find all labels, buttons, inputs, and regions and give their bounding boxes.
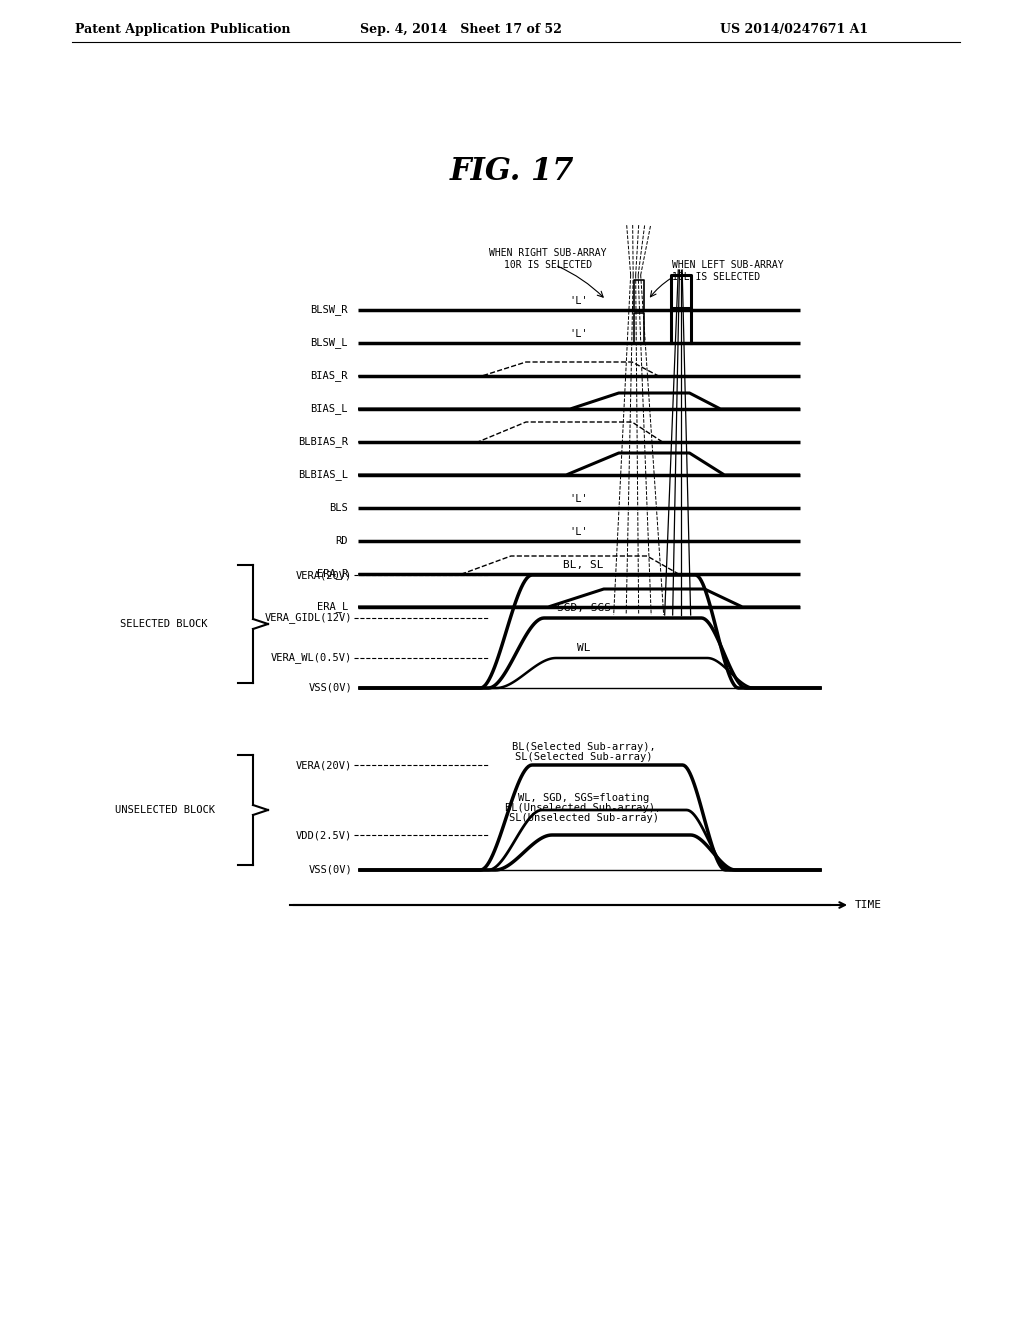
Text: BL(Selected Sub-array),: BL(Selected Sub-array), bbox=[512, 742, 655, 752]
Text: FIG. 17: FIG. 17 bbox=[450, 157, 574, 187]
Text: WHEN LEFT SUB-ARRAY: WHEN LEFT SUB-ARRAY bbox=[672, 260, 783, 271]
Text: Sep. 4, 2014   Sheet 17 of 52: Sep. 4, 2014 Sheet 17 of 52 bbox=[360, 22, 562, 36]
Text: BLS: BLS bbox=[330, 503, 348, 513]
Text: ERA_R: ERA_R bbox=[316, 569, 348, 579]
Text: US 2014/0247671 A1: US 2014/0247671 A1 bbox=[720, 22, 868, 36]
Text: BLBIAS_L: BLBIAS_L bbox=[298, 470, 348, 480]
Text: BIAS_L: BIAS_L bbox=[310, 404, 348, 414]
Text: VERA_WL(0.5V): VERA_WL(0.5V) bbox=[270, 652, 352, 664]
Text: Patent Application Publication: Patent Application Publication bbox=[75, 22, 291, 36]
Text: BL, SL: BL, SL bbox=[563, 560, 604, 570]
Text: WHEN RIGHT SUB-ARRAY: WHEN RIGHT SUB-ARRAY bbox=[489, 248, 607, 257]
Text: SGD, SGS: SGD, SGS bbox=[557, 603, 610, 612]
Text: UNSELECTED BLOCK: UNSELECTED BLOCK bbox=[115, 805, 215, 814]
Text: SL(Unselected Sub-array): SL(Unselected Sub-array) bbox=[509, 813, 658, 822]
Text: RD: RD bbox=[336, 536, 348, 546]
Text: SL(Selected Sub-array): SL(Selected Sub-array) bbox=[515, 752, 652, 762]
Text: 'L': 'L' bbox=[569, 527, 589, 537]
Text: 'L': 'L' bbox=[569, 329, 589, 339]
Text: 10L IS SELECTED: 10L IS SELECTED bbox=[672, 272, 760, 282]
Text: VSS(0V): VSS(0V) bbox=[308, 865, 352, 875]
Text: VDD(2.5V): VDD(2.5V) bbox=[296, 830, 352, 840]
Text: VSS(0V): VSS(0V) bbox=[308, 682, 352, 693]
Text: BL(Unselected Sub-array),: BL(Unselected Sub-array), bbox=[506, 803, 662, 813]
Text: BLSW_L: BLSW_L bbox=[310, 338, 348, 348]
Text: 'L': 'L' bbox=[569, 296, 589, 306]
Text: VERA_GIDL(12V): VERA_GIDL(12V) bbox=[264, 612, 352, 623]
Text: BIAS_R: BIAS_R bbox=[310, 371, 348, 381]
Text: WL: WL bbox=[577, 643, 591, 653]
Text: ERA_L: ERA_L bbox=[316, 602, 348, 612]
Text: 'L': 'L' bbox=[569, 494, 589, 504]
Text: BLSW_R: BLSW_R bbox=[310, 305, 348, 315]
Text: BLBIAS_R: BLBIAS_R bbox=[298, 437, 348, 447]
Text: VERA(20V): VERA(20V) bbox=[296, 760, 352, 770]
Text: VERA(20V): VERA(20V) bbox=[296, 570, 352, 579]
Text: TIME: TIME bbox=[855, 900, 882, 909]
Text: SELECTED BLOCK: SELECTED BLOCK bbox=[120, 619, 208, 630]
Text: WL, SGD, SGS=floating: WL, SGD, SGS=floating bbox=[518, 793, 649, 803]
Text: 10R IS SELECTED: 10R IS SELECTED bbox=[504, 260, 592, 271]
